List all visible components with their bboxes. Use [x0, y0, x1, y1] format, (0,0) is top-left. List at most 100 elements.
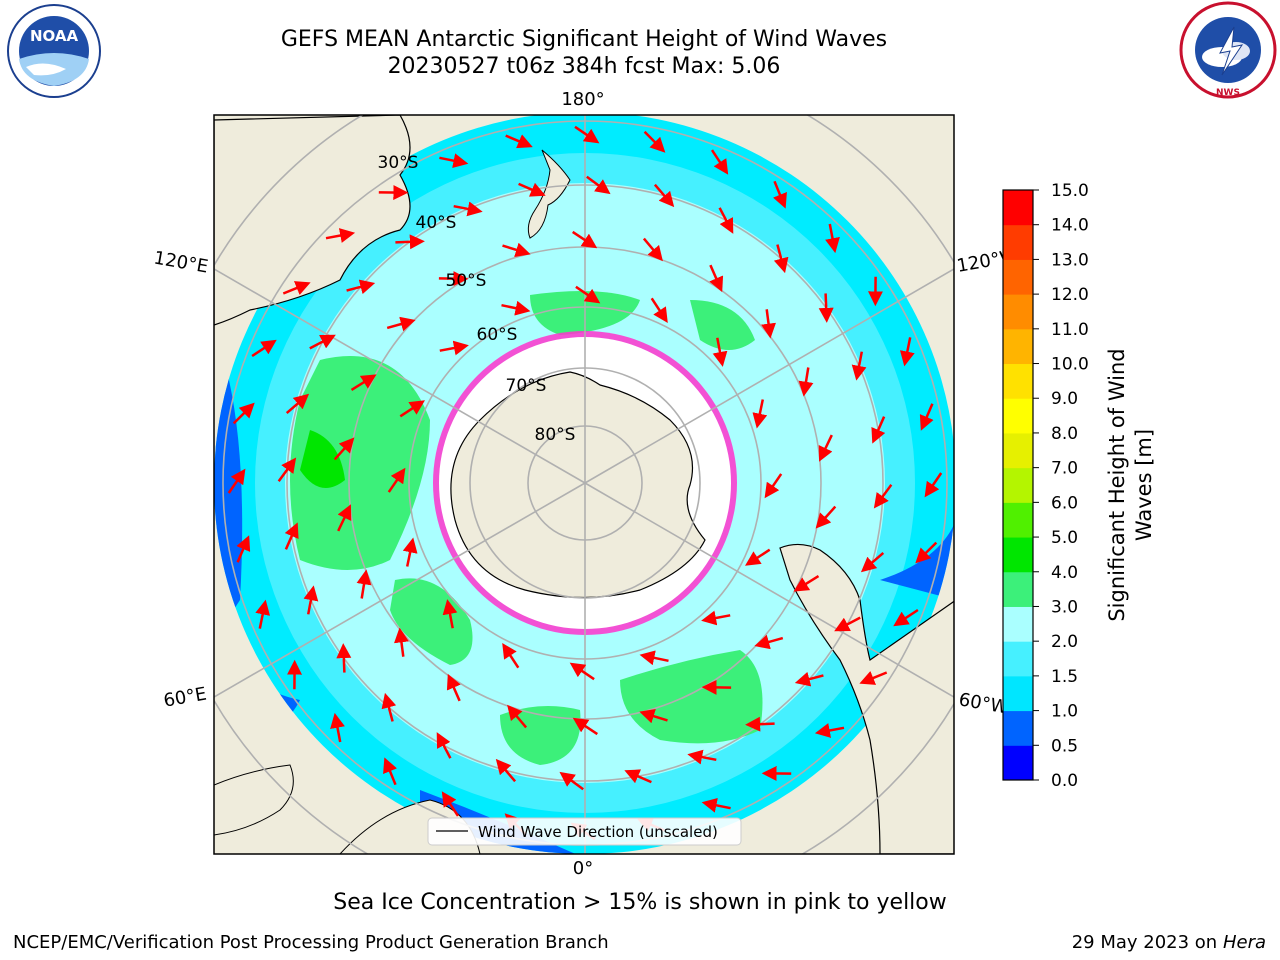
wave-direction-arrow [859, 671, 888, 685]
wave-direction-arrow [860, 551, 885, 573]
colorbar-segment [1003, 398, 1033, 434]
africa [214, 764, 294, 836]
caption: Sea Ice Concentration > 15% is shown in … [333, 890, 947, 915]
wave-direction-arrow [643, 130, 666, 153]
wave-direction-arrow [752, 399, 768, 429]
wave-direction-arrow [575, 285, 601, 304]
colorbar-segment [1003, 571, 1033, 607]
colorbar-segment [1003, 224, 1033, 260]
footer-host: Hera [1222, 932, 1266, 953]
wave-direction-arrow [325, 228, 356, 243]
noaa-logo-text: NOAA [30, 27, 79, 45]
wave-direction-arrow [834, 616, 861, 632]
footer-date: 29 May 2023 on [1071, 932, 1218, 953]
wave-direction-arrow [815, 505, 837, 529]
wave-direction-arrow [285, 393, 310, 415]
lat-label-80s: 80°S [535, 425, 576, 445]
lon-label-60e: 60°E [162, 683, 208, 711]
wave-direction-arrow [303, 585, 319, 615]
wave-direction-arrow [710, 149, 729, 175]
wave-direction-arrow [712, 337, 728, 367]
colorbar-segment [1003, 606, 1033, 642]
colorbar-tick-label: 15.0 [1051, 181, 1089, 201]
wave-direction-arrow [402, 537, 418, 567]
wave-direction-arrow [709, 264, 724, 293]
wave-direction-arrow [255, 599, 271, 629]
wave-direction-arrow [574, 125, 600, 144]
wave-direction-arrow [814, 723, 845, 738]
wave-direction-arrow [277, 457, 297, 482]
colorbar-segment [1003, 363, 1033, 399]
wave-direction-arrow [330, 712, 345, 743]
wave-direction-arrow [501, 300, 531, 316]
wave-patch [290, 356, 430, 570]
wave-direction-arrow [818, 293, 834, 323]
wave-direction-arrow [893, 608, 919, 627]
colorbar-segment [1003, 328, 1033, 365]
colorbar-segment [1003, 259, 1033, 295]
colorbar: 0.0 0.5 1.0 1.5 2.0 3.0 4.0 5.0 6.0 7.0 8.0 9.0 10.0… [1002, 181, 1089, 791]
wave-direction-arrow [572, 717, 598, 736]
nws-logo: NWS [1179, 1, 1277, 99]
wave-direction-arrow [559, 771, 584, 791]
wave-direction-arrow [337, 504, 352, 532]
wave-direction-arrow [586, 175, 611, 195]
nws-logo-text: NWS [1216, 88, 1240, 98]
colorbar-segment [1003, 745, 1033, 781]
wave-direction-arrow [793, 575, 820, 592]
wave-direction-arrow [453, 201, 483, 217]
colorbar-tick-label: 9.0 [1051, 389, 1078, 409]
wave-direction-arrow [236, 535, 251, 563]
wave-direction-arrow [446, 673, 461, 702]
legend-label: Wind Wave Direction (unscaled) [478, 823, 718, 841]
colorbar-segment [1003, 467, 1033, 503]
colorbar-tick-label: 0.5 [1051, 736, 1078, 756]
colorbar-segment [1003, 710, 1033, 746]
noaa-logo: NOAA [7, 4, 101, 98]
colorbar-tick-label: 2.0 [1051, 632, 1078, 652]
new-zealand [527, 149, 571, 239]
wave-direction-arrow [572, 230, 598, 249]
wave-direction-arrow [764, 473, 783, 499]
wave-direction-arrow [251, 339, 277, 358]
wave-direction-arrow [653, 183, 675, 208]
lon-label-180: 180° [561, 89, 604, 110]
chart-title: GEFS MEAN Antarctic Significant Height o… [280, 27, 888, 52]
footer-right: 29 May 2023 on Hera [1072, 932, 1266, 953]
colorbar-tick-label: 8.0 [1051, 424, 1078, 444]
wave-direction-arrow [439, 153, 469, 169]
wave-direction-arrow [336, 643, 352, 673]
colorbar-tick-label: 0.0 [1051, 771, 1078, 791]
colorbar-label-line1: Significant Height of Wind [1105, 348, 1129, 621]
colorbar-label-line2: Waves [m] [1132, 429, 1156, 541]
colorbar-frame [1002, 189, 1034, 781]
colorbar-segment [1003, 294, 1033, 330]
wave-direction-arrow [282, 281, 311, 295]
wave-direction-arrow [851, 351, 867, 381]
wave-direction-arrow [441, 791, 460, 817]
wave-direction-arrow [569, 662, 595, 681]
wave-direction-arrow [915, 541, 938, 564]
colorbar-tick-label: 3.0 [1051, 597, 1078, 617]
wave-direction-arrow [439, 340, 469, 356]
wave-direction-arrow [502, 242, 531, 258]
colorbar-segment [1003, 537, 1033, 573]
wave-direction-arrow [386, 316, 416, 332]
wave-direction-arrow [232, 402, 255, 425]
wave-direction-arrow [436, 732, 452, 759]
wave-direction-arrow [924, 472, 943, 498]
wave-direction-arrow [381, 692, 397, 722]
colorbar-tick-label: 5.0 [1051, 528, 1078, 548]
wave-direction-arrow [346, 279, 376, 295]
wave-direction-arrow [227, 468, 246, 494]
wave-direction-arrow [650, 297, 668, 323]
wave-direction-arrow [639, 650, 669, 666]
lon-label-0: 0° [573, 858, 593, 879]
wave-direction-arrow [718, 207, 734, 234]
colorbar-tick-label: 14.0 [1051, 216, 1089, 236]
wave-direction-arrow [442, 599, 458, 629]
colorbar-tick-label: 12.0 [1051, 285, 1089, 305]
colorbar-tick-label: 1.0 [1051, 702, 1078, 722]
lat-label-60s: 60°S [477, 325, 518, 345]
